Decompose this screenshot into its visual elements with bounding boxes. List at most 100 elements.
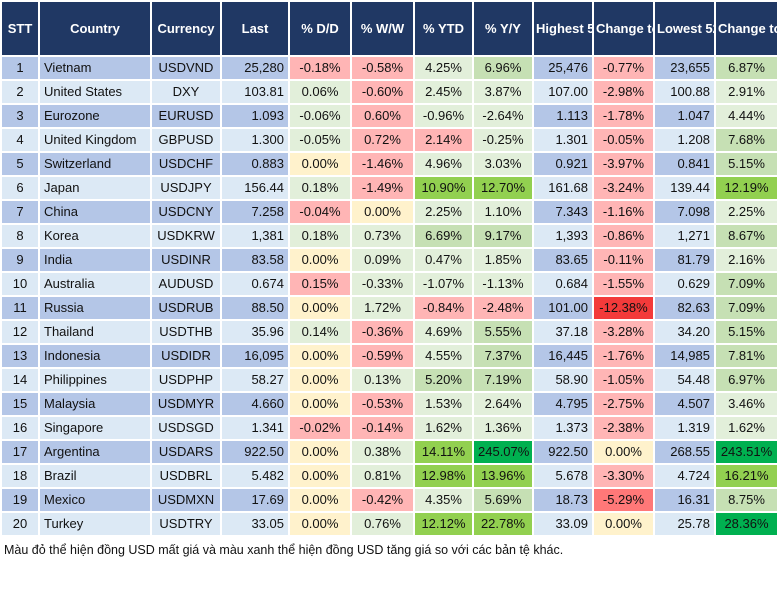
cell-low: 139.44 [653,175,716,201]
header-ytd: % YTD [413,0,474,57]
cell-cl: 28.36% [714,511,777,537]
cell-cl: 7.68% [714,127,777,153]
cell-last: 156.44 [220,175,290,201]
cell-ww: -0.33% [350,271,415,297]
cell-stt: 11 [0,295,40,321]
cell-currency: USDCHF [150,151,222,177]
cell-currency: USDBRL [150,463,222,489]
cell-ww: 0.00% [350,199,415,225]
cell-country: India [38,247,152,273]
cell-ww: -0.60% [350,79,415,105]
cell-yy: 1.85% [472,247,534,273]
cell-country: Philippines [38,367,152,393]
cell-last: 1.300 [220,127,290,153]
cell-ytd: -0.84% [413,295,474,321]
cell-last: 922.50 [220,439,290,465]
cell-ch: -1.16% [592,199,655,225]
cell-dd: -0.04% [288,199,352,225]
cell-dd: 0.00% [288,247,352,273]
cell-country: Japan [38,175,152,201]
cell-ww: 1.72% [350,295,415,321]
cell-ww: -1.46% [350,151,415,177]
cell-high: 5.678 [532,463,594,489]
cell-ww: 0.81% [350,463,415,489]
cell-ww: 0.60% [350,103,415,129]
cell-currency: USDINR [150,247,222,273]
cell-ch: -1.76% [592,343,655,369]
cell-ytd: 1.62% [413,415,474,441]
cell-yy: 7.37% [472,343,534,369]
cell-stt: 6 [0,175,40,201]
cell-last: 17.69 [220,487,290,513]
cell-currency: USDJPY [150,175,222,201]
cell-low: 0.629 [653,271,716,297]
cell-ch: -1.05% [592,367,655,393]
cell-ch: 0.00% [592,439,655,465]
cell-stt: 3 [0,103,40,129]
cell-ch: -2.98% [592,79,655,105]
cell-dd: -0.18% [288,55,352,81]
cell-currency: USDRUB [150,295,222,321]
cell-cl: 12.19% [714,175,777,201]
cell-dd: 0.00% [288,463,352,489]
cell-ch: -3.28% [592,319,655,345]
cell-low: 4.724 [653,463,716,489]
cell-dd: -0.05% [288,127,352,153]
cell-ytd: 14.11% [413,439,474,465]
table-row: 6 Japan USDJPY 156.44 0.18% -1.49% 10.90% 12.70… [0,175,777,201]
cell-last: 16,095 [220,343,290,369]
cell-low: 54.48 [653,367,716,393]
footer-note: Màu đỏ thể hiện đồng USD mất giá và màu … [4,543,564,557]
cell-ch: 0.00% [592,511,655,537]
cell-low: 82.63 [653,295,716,321]
cell-country: Malaysia [38,391,152,417]
cell-high: 1,393 [532,223,594,249]
cell-ww: -0.42% [350,487,415,513]
cell-stt: 9 [0,247,40,273]
cell-country: United States [38,79,152,105]
table-row: 13 Indonesia USDIDR 16,095 0.00% -0.59% 4.55% 7… [0,343,777,369]
cell-ytd: 4.55% [413,343,474,369]
cell-ww: 0.72% [350,127,415,153]
cell-ch: -0.11% [592,247,655,273]
cell-ww: 0.38% [350,439,415,465]
cell-ww: -1.49% [350,175,415,201]
cell-stt: 13 [0,343,40,369]
cell-cl: 2.25% [714,199,777,225]
cell-high: 18.73 [532,487,594,513]
cell-ww: -0.14% [350,415,415,441]
cell-stt: 7 [0,199,40,225]
cell-yy: 13.96% [472,463,534,489]
header-low52: Lowest 52W [653,0,716,57]
header-change-h52: Change to H52W [592,0,655,57]
cell-stt: 14 [0,367,40,393]
cell-ytd: 10.90% [413,175,474,201]
cell-ytd: 1.53% [413,391,474,417]
cell-last: 35.96 [220,319,290,345]
cell-last: 7.258 [220,199,290,225]
cell-yy: -0.25% [472,127,534,153]
currency-table: STT Country Currency Last% D/D% W/W% YTD% Y… [0,0,777,537]
cell-cl: 243.51% [714,439,777,465]
cell-dd: 0.14% [288,319,352,345]
cell-last: 33.05 [220,511,290,537]
cell-currency: USDTRY [150,511,222,537]
cell-cl: 7.81% [714,343,777,369]
table-row: 15 Malaysia USDMYR 4.660 0.00% -0.53% 1.53% 2.6… [0,391,777,417]
cell-country: Russia [38,295,152,321]
cell-ww: -0.36% [350,319,415,345]
cell-dd: 0.18% [288,223,352,249]
cell-ch: -1.55% [592,271,655,297]
cell-high: 1.301 [532,127,594,153]
cell-cl: 8.67% [714,223,777,249]
cell-last: 1.341 [220,415,290,441]
cell-high: 25,476 [532,55,594,81]
cell-ytd: 2.14% [413,127,474,153]
cell-cl: 7.09% [714,295,777,321]
cell-ww: -0.59% [350,343,415,369]
cell-stt: 12 [0,319,40,345]
cell-cl: 4.44% [714,103,777,129]
table-row: 3 Eurozone EURUSD 1.093 -0.06% 0.60% -0.96% -2.… [0,103,777,129]
cell-dd: 0.15% [288,271,352,297]
cell-ytd: 4.96% [413,151,474,177]
